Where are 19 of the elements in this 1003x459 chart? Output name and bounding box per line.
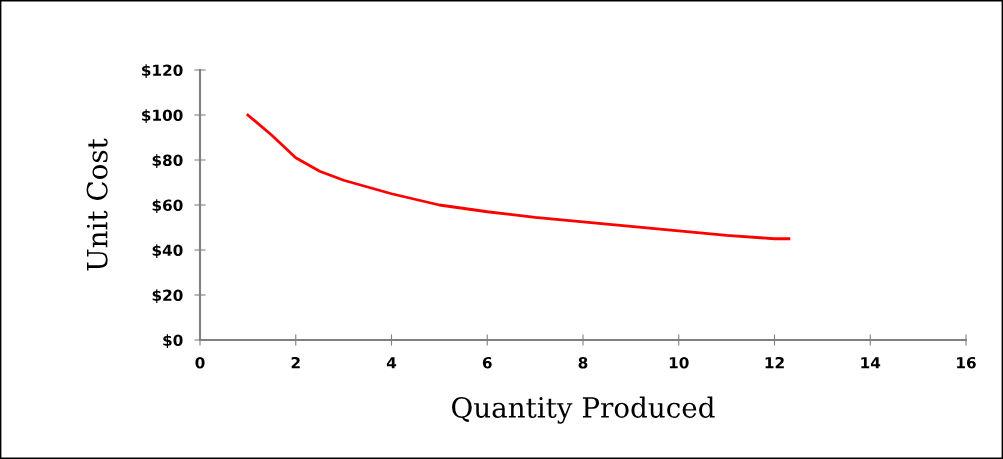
x-tick-label: 4 [386,357,397,369]
y-tick-label: $0 [163,334,183,349]
x-tick-label: 6 [482,356,492,369]
x-axis-title: Quantity Produced [452,396,715,424]
y-axis-title: Unit Cost [86,138,108,271]
y-tick-label: $100 [142,109,183,124]
x-tick-label: 8 [578,356,588,369]
x-tick-label: 14 [861,357,881,369]
y-tick-label: $40 [152,244,183,259]
y-tick-label: $60 [152,199,183,214]
x-tick-label: 16 [957,356,976,369]
y-tick-label: $120 [142,64,183,79]
line-series [246,113,791,241]
x-tick-label: 2 [291,356,300,369]
x-tick-label: 0 [195,356,205,369]
x-tick-label: 10 [669,356,689,369]
y-tick-label: $80 [152,154,183,169]
x-tick-label: 12 [765,356,784,369]
y-tick-label: $20 [152,289,183,304]
